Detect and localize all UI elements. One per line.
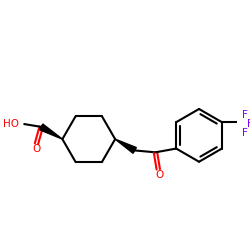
Text: F: F [242, 110, 248, 120]
Polygon shape [40, 124, 62, 139]
Text: O: O [155, 170, 163, 180]
Text: O: O [32, 144, 40, 154]
Polygon shape [115, 139, 136, 153]
Text: HO: HO [2, 119, 18, 129]
Text: F: F [242, 128, 248, 138]
Text: F: F [247, 119, 250, 129]
